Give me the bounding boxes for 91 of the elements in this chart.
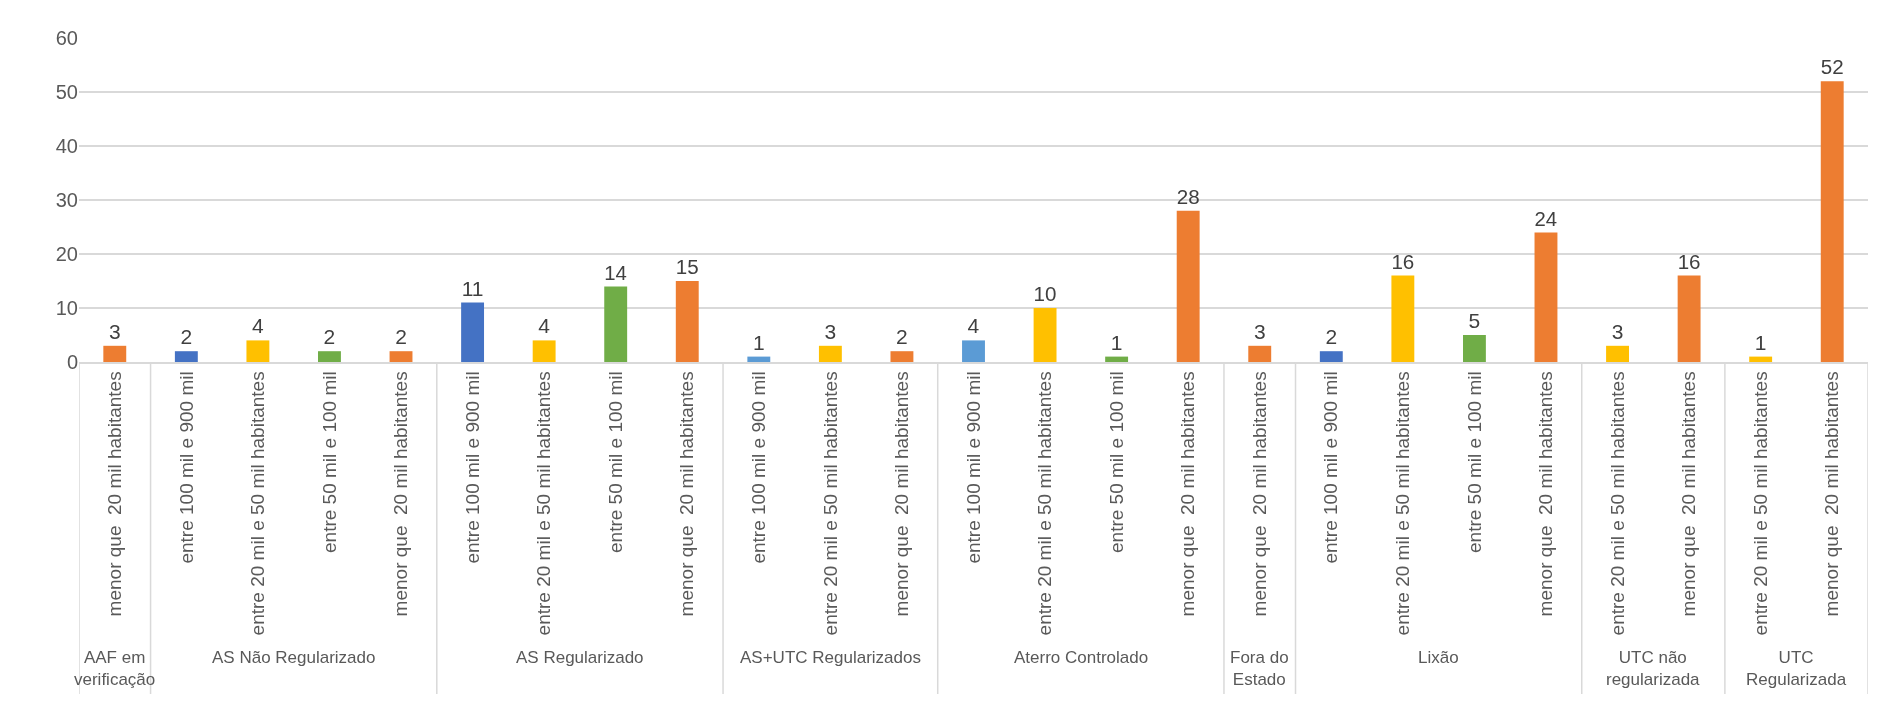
category-label: entre 50 mil e 100 mil bbox=[604, 371, 626, 554]
bar bbox=[1105, 356, 1129, 362]
category-label: UTC não regularizada bbox=[1606, 648, 1700, 690]
bar bbox=[747, 356, 771, 362]
bar bbox=[1248, 345, 1272, 362]
category-label: entre 100 mil e 900 mil bbox=[1320, 371, 1342, 564]
bar bbox=[532, 340, 556, 362]
category-label: entre 50 mil e 100 mil bbox=[318, 371, 340, 554]
data-label: 24 bbox=[1534, 207, 1558, 230]
category-label: AS+UTC Regularizados bbox=[740, 648, 921, 667]
bar bbox=[1319, 351, 1343, 362]
category-label: entre 20 mil e 50 mil habitantes bbox=[819, 371, 841, 636]
data-label: 10 bbox=[1033, 282, 1057, 306]
y-tick-label: 0 bbox=[66, 351, 78, 373]
category-label: menor que 20 mil habitantes bbox=[1821, 371, 1843, 617]
data-label: 28 bbox=[1176, 184, 1200, 208]
y-tick-label: 60 bbox=[55, 27, 78, 49]
data-label: 3 bbox=[1253, 319, 1266, 343]
data-label: 15 bbox=[675, 255, 699, 279]
data-label: 16 bbox=[1677, 249, 1701, 273]
category-label: entre 50 mil e 100 mil bbox=[1463, 371, 1485, 554]
bar bbox=[1462, 335, 1486, 362]
data-label: 2 bbox=[180, 325, 193, 349]
y-tick-label: 40 bbox=[55, 135, 78, 157]
bar bbox=[103, 345, 127, 362]
category-label: entre 20 mil e 50 mil habitantes bbox=[247, 371, 269, 636]
category-label: entre 20 mil e 50 mil habitantes bbox=[533, 371, 555, 636]
category-label: AS Regularizado bbox=[516, 648, 644, 667]
category-label: entre 20 mil e 50 mil habitantes bbox=[1034, 371, 1056, 636]
category-label: entre 100 mil e 900 mil bbox=[962, 371, 984, 564]
category-label: Lixão bbox=[1418, 648, 1459, 667]
bar bbox=[389, 351, 413, 362]
data-label: 52 bbox=[1820, 55, 1844, 79]
data-label: 1 bbox=[1110, 330, 1123, 354]
category-label: Aterro Controlado bbox=[1014, 648, 1149, 667]
data-label: 14 bbox=[604, 261, 627, 284]
category-label: UTC Regularizada bbox=[1746, 648, 1847, 690]
bar bbox=[318, 351, 341, 362]
data-label: 4 bbox=[967, 314, 980, 338]
y-tick-label: 30 bbox=[55, 189, 78, 211]
category-label: AS Não Regularizado bbox=[212, 648, 376, 667]
bar bbox=[962, 340, 985, 362]
bar bbox=[174, 351, 198, 362]
category-label: menor que 20 mil habitantes bbox=[1678, 371, 1700, 617]
category-label: entre 50 mil e 100 mil bbox=[1105, 371, 1127, 554]
data-label: 5 bbox=[1468, 309, 1481, 332]
category-label: menor que 20 mil habitantes bbox=[1248, 371, 1270, 617]
bar bbox=[1606, 345, 1629, 362]
category-label: entre 100 mil e 900 mil bbox=[747, 371, 769, 564]
data-label: 3 bbox=[108, 319, 121, 343]
data-label: 16 bbox=[1391, 249, 1415, 273]
category-label: menor que 20 mil habitantes bbox=[1535, 371, 1557, 617]
bar bbox=[1534, 232, 1558, 362]
bar bbox=[1391, 275, 1415, 362]
category-label: AAF em verificação bbox=[74, 648, 156, 690]
bar bbox=[890, 351, 914, 362]
bar bbox=[1820, 81, 1844, 362]
y-tick-label: 20 bbox=[55, 243, 78, 265]
data-label: 2 bbox=[323, 325, 336, 349]
category-label: Fora do Estado bbox=[1230, 648, 1289, 690]
data-label: 1 bbox=[1754, 330, 1767, 354]
bar bbox=[1033, 308, 1057, 362]
bar bbox=[1677, 275, 1701, 362]
data-label: 11 bbox=[461, 276, 484, 300]
data-label: 2 bbox=[896, 325, 908, 349]
category-label: menor que 20 mil habitantes bbox=[390, 371, 412, 617]
category-label: entre 100 mil e 900 mil bbox=[175, 371, 197, 564]
bar bbox=[818, 345, 842, 362]
bar bbox=[1749, 356, 1773, 362]
bar bbox=[246, 340, 270, 362]
category-label: menor que 20 mil habitantes bbox=[1177, 371, 1199, 617]
data-label: 1 bbox=[752, 330, 765, 354]
category-label: menor que 20 mil habitantes bbox=[891, 371, 913, 617]
data-label: 2 bbox=[1325, 325, 1338, 349]
category-label: entre 100 mil e 900 mil bbox=[461, 371, 483, 564]
y-tick-label: 10 bbox=[55, 297, 78, 319]
data-label: 4 bbox=[538, 314, 551, 338]
bar bbox=[461, 302, 485, 362]
bar bbox=[675, 281, 699, 362]
category-label: menor que 20 mil habitantes bbox=[103, 371, 125, 617]
category-label: menor que 20 mil habitantes bbox=[676, 371, 698, 617]
category-label: entre 20 mil e 50 mil habitantes bbox=[1749, 371, 1771, 636]
data-label: 3 bbox=[824, 319, 837, 343]
category-label: entre 20 mil e 50 mil habitantes bbox=[1392, 371, 1414, 636]
data-label: 2 bbox=[395, 325, 407, 349]
y-tick-label: 50 bbox=[55, 81, 78, 103]
bar bbox=[1176, 210, 1200, 362]
bar bbox=[604, 286, 628, 362]
data-label: 3 bbox=[1611, 319, 1624, 343]
data-label: 4 bbox=[251, 314, 264, 338]
category-label: entre 20 mil e 50 mil habitantes bbox=[1606, 371, 1628, 636]
